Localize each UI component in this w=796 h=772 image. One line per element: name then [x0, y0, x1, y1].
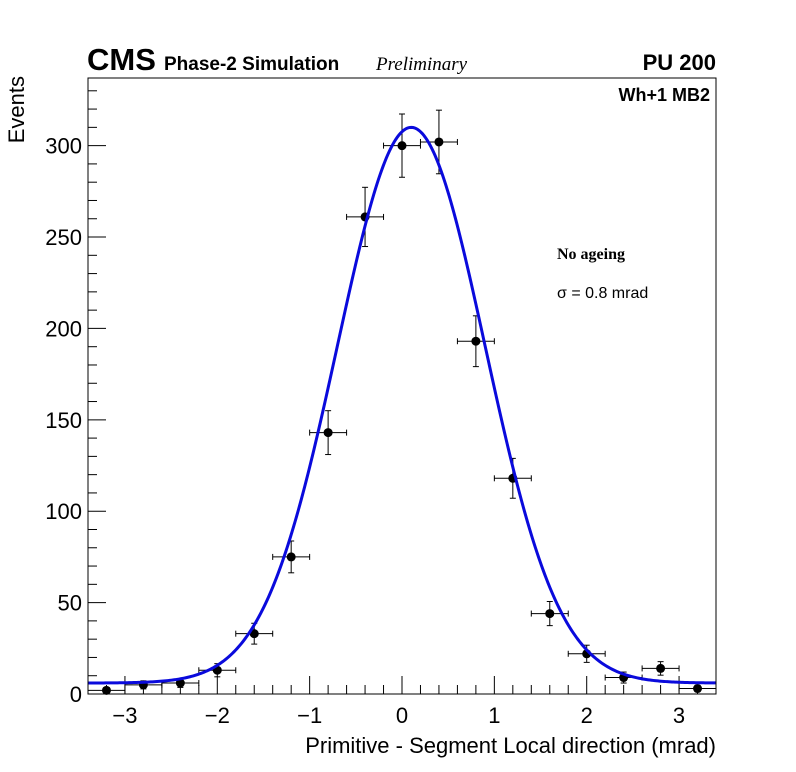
point-marker	[397, 141, 407, 151]
fit-curve	[88, 125, 717, 685]
y-axis-title: Events	[4, 76, 29, 143]
point-marker	[693, 684, 703, 694]
y-tick-label: 250	[45, 225, 82, 250]
data-point	[346, 186, 385, 248]
station-label: Wh+1 MB2	[618, 85, 710, 105]
data-point	[87, 685, 126, 695]
y-tick-label: 0	[70, 682, 82, 707]
point-marker	[471, 336, 481, 346]
x-tick-label: 2	[581, 703, 593, 728]
point-marker	[323, 428, 333, 438]
point-marker	[101, 685, 111, 695]
x-tick-label: −3	[112, 703, 137, 728]
y-tick-label: 150	[45, 408, 82, 433]
point-marker	[434, 137, 444, 147]
x-tick-label: 3	[673, 703, 685, 728]
x-tick-label: −1	[297, 703, 322, 728]
point-marker	[545, 609, 555, 619]
y-tick-label: 200	[45, 316, 82, 341]
data-point	[309, 410, 348, 456]
condition-label: No ageing	[557, 246, 625, 263]
data-point	[272, 540, 311, 574]
y-tick-label: 100	[45, 499, 82, 524]
x-axis-title: Primitive - Segment Local direction (mra…	[305, 733, 716, 758]
data-point	[678, 684, 717, 694]
status-label: Preliminary	[375, 54, 468, 75]
point-marker	[175, 678, 185, 688]
experiment-label: CMS	[87, 42, 156, 77]
x-tick-label: 0	[396, 703, 408, 728]
data-point	[641, 661, 680, 676]
x-tick-label: 1	[488, 703, 500, 728]
point-marker	[249, 629, 259, 639]
axis-ticks	[87, 90, 717, 695]
axis-tick-labels: −3 −2 −1 0 1 2 3 0 50 100 150 200 250 300	[45, 134, 685, 728]
point-marker	[656, 663, 666, 673]
y-tick-label: 50	[58, 591, 82, 616]
data-point	[456, 315, 495, 368]
data-points	[87, 109, 717, 695]
y-tick-label: 300	[45, 134, 82, 159]
sigma-label: σ = 0.8 mrad	[557, 285, 648, 302]
point-marker	[286, 552, 296, 562]
plot-frame	[87, 77, 717, 695]
pileup-label: PU 200	[643, 50, 716, 75]
subtitle-label: Phase-2 Simulation	[164, 54, 339, 75]
data-point	[383, 113, 421, 178]
x-tick-label: −2	[205, 703, 230, 728]
